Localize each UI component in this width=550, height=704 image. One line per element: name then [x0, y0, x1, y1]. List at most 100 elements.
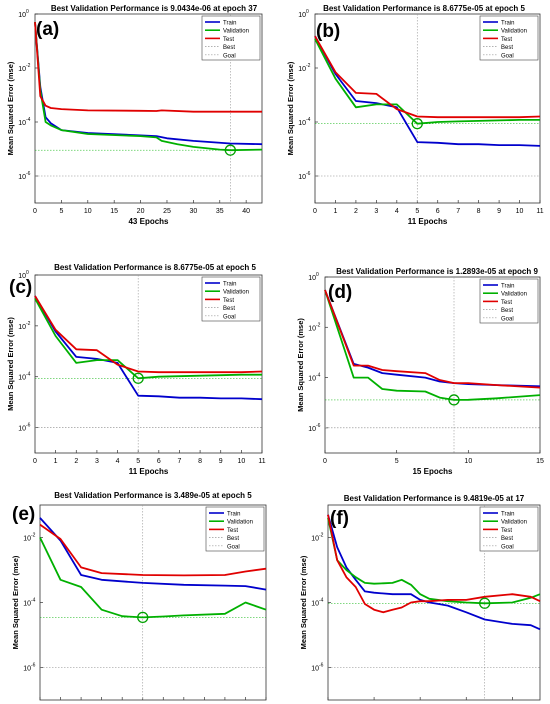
chart-panel-d: 10 010 -210 -410 -60 5 10 15TrainValidationTest…: [296, 267, 544, 476]
x-tick-label: 30: [189, 208, 197, 215]
legend-label: Best: [223, 306, 235, 312]
y-tick-exponent: -4: [316, 373, 321, 379]
x-tick-label: 8: [198, 458, 202, 465]
y-tick-label: 10: [18, 174, 26, 181]
panel-label: (e): [12, 504, 35, 525]
x-tick-label: 15: [110, 208, 118, 215]
y-tick-exponent: -2: [26, 321, 31, 327]
x-axis-label: 43 Epochs: [128, 217, 169, 226]
y-axis-label: Mean Squared Error (mse): [11, 555, 20, 649]
y-tick-label: 10: [23, 666, 31, 673]
x-tick-label: 9: [219, 458, 223, 465]
x-tick-label: 1: [54, 458, 58, 465]
x-tick-label: 15: [536, 458, 544, 465]
x-tick-label: 2: [354, 208, 358, 215]
y-tick-exponent: -6: [306, 171, 311, 177]
y-tick-exponent: -6: [31, 663, 36, 669]
series-line-train: [34, 295, 263, 401]
chart-panel-c: 10 010 -210 -410 -60 1 2 3 4 5 6 7 8 9 10 11TrainValida…: [6, 263, 266, 476]
legend-label: Train: [501, 512, 514, 518]
legend-label: Best: [501, 45, 513, 51]
x-axis-label: 11 Epochs: [408, 217, 448, 226]
x-tick-label: 40: [242, 208, 250, 215]
x-tick-label: 6: [157, 458, 161, 465]
legend-label: Best: [501, 536, 513, 542]
x-tick-label: 6: [436, 208, 440, 215]
y-tick-label: 10: [298, 66, 306, 73]
legend-label: Train: [501, 284, 514, 290]
y-tick-label: 10: [311, 536, 319, 543]
series-line-test: [314, 35, 541, 119]
y-tick-exponent: -2: [319, 533, 324, 539]
legend: Train Validation Test Best Goal: [479, 15, 539, 61]
legend-label: Best: [227, 536, 239, 542]
x-tick-label: 20: [137, 208, 145, 215]
best-point-marker: [479, 597, 491, 609]
y-tick-label: 10: [18, 273, 26, 280]
chart-panel-f: 10-210-410-605101520TrainValidationTestB…: [299, 494, 541, 701]
x-tick-label: 5: [395, 458, 399, 465]
y-tick-exponent: 0: [26, 270, 29, 276]
y-tick-label: 10: [298, 120, 306, 127]
series-line-validation: [34, 22, 263, 152]
best-point-marker: [411, 118, 423, 130]
best-point-marker: [224, 144, 236, 156]
y-tick-label: 10: [298, 174, 306, 181]
x-tick-label: 11: [258, 458, 265, 465]
x-tick-label: 10: [516, 208, 524, 215]
y-axis-label: Mean Squared Error (mse): [299, 555, 308, 649]
y-axis-label: Mean Squared Error (mse): [296, 318, 305, 412]
legend-label: Validation: [227, 520, 253, 526]
legend-label: Test: [501, 37, 512, 43]
y-tick-label: 10: [311, 601, 319, 608]
y-tick-exponent: -2: [306, 63, 311, 69]
legend-label: Test: [501, 300, 512, 306]
y-tick-label: 10: [298, 12, 306, 19]
series-line-train: [314, 35, 541, 147]
y-tick-exponent: -6: [26, 423, 31, 429]
x-tick-label: 5: [59, 208, 63, 215]
panel-label: (f): [330, 508, 349, 529]
y-tick-label: 10: [18, 426, 26, 433]
chart-title: Best Validation Performance is 8.6775e-0…: [54, 263, 256, 272]
legend-label: Best: [223, 45, 235, 51]
legend: Train Validation Test Best Goal: [201, 276, 261, 322]
x-tick-label: 7: [178, 458, 182, 465]
series-line-validation: [314, 38, 540, 125]
y-tick-label: 10: [311, 666, 319, 673]
legend-label: Validation: [223, 29, 249, 35]
y-tick-exponent: -6: [316, 423, 321, 429]
series-line-test: [324, 289, 541, 389]
y-tick-exponent: -4: [306, 117, 311, 123]
series-line-test: [327, 514, 541, 614]
x-tick-label: 1: [334, 208, 338, 215]
y-tick-exponent: 0: [306, 9, 309, 15]
y-tick-label: 10: [308, 275, 316, 282]
y-tick-exponent: -4: [26, 372, 31, 378]
x-tick-label: 4: [395, 208, 399, 215]
legend-label: Test: [227, 528, 238, 534]
y-tick-exponent: 0: [26, 9, 29, 15]
y-tick-label: 10: [308, 376, 316, 383]
panel-label: (b): [316, 21, 340, 42]
y-axis-label: Mean Squared Error (mse): [6, 317, 15, 411]
series-line-validation: [324, 289, 541, 401]
legend: Train Validation Test Best Goal: [205, 506, 265, 552]
legend-label: Goal: [223, 53, 236, 59]
y-tick-exponent: -6: [319, 663, 324, 669]
y-tick-exponent: -2: [316, 322, 321, 328]
y-tick-label: 10: [23, 536, 31, 543]
legend-label: Train: [223, 21, 236, 27]
x-tick-label: 5: [415, 208, 419, 215]
legend: Train Validation Test Best Goal: [479, 506, 539, 552]
chart-panel-e: 10-210-410-601234567891011TrainValidatio…: [11, 491, 267, 701]
best-point-marker: [448, 394, 460, 406]
series-line-test: [34, 295, 263, 374]
x-tick-label: 11: [536, 208, 543, 215]
chart-title: Best Validation Performance is 3.489e-05…: [54, 491, 252, 500]
y-axis-label: Mean Squared Error (mse): [286, 61, 295, 155]
legend: Train Validation Test Best Goal: [479, 278, 539, 324]
legend-label: Test: [223, 37, 234, 43]
chart-title: Best Validation Performance is 1.2893e-0…: [336, 267, 538, 276]
